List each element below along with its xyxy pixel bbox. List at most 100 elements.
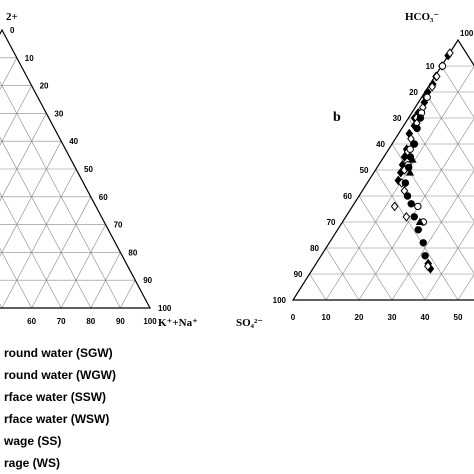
data-point-circle-filled (407, 200, 415, 208)
grid-line-diagonal (0, 113, 47, 202)
bottom-tick-label: 30 (388, 313, 397, 322)
anion-triangle-frame (291, 38, 474, 301)
grid-line-diagonal (457, 274, 474, 301)
anion-ternary-panel: 10 20 30 40 50 60 70 80 90 100 100 0 10 20 30 40 50 b HC… (236, 11, 474, 329)
bottom-tick-label: 20 (355, 313, 364, 322)
data-point-circle-filled (416, 114, 425, 122)
left-edge-tick-label: 40 (376, 140, 385, 149)
grid-line-diagonal (0, 192, 62, 309)
left-edge-tick-label: 70 (327, 218, 336, 227)
bottom-tick-label: 60 (27, 317, 36, 326)
data-point-circle-open (406, 145, 414, 153)
data-point-circle-filled (404, 163, 413, 172)
panel-label-b: b (333, 110, 341, 125)
data-point-circle-filled (421, 252, 429, 260)
anion-bottom-left-label: SO₄²⁻ (236, 317, 263, 329)
data-point-circle-open (423, 93, 431, 101)
data-point-circle-filled (401, 179, 410, 187)
right-edge-tick-label: 80 (128, 248, 137, 257)
data-point-diamond-open (424, 261, 432, 272)
left-edge-tick-label: 80 (310, 244, 319, 253)
cation-grid (0, 57, 136, 309)
bottom-tick-label: 50 (454, 313, 463, 322)
legend: round water (SGW) round water (WGW) rfac… (3, 346, 116, 470)
data-point-circle-filled (403, 192, 412, 200)
grid-line-diagonal (424, 91, 474, 170)
grid-line-diagonal (0, 85, 32, 146)
top-tick-label: 100 (460, 29, 474, 38)
grid-line-diagonal (441, 65, 474, 118)
data-point-diamond-open (390, 201, 399, 212)
data-point-circle-filled (413, 124, 421, 133)
legend-item-0-label: round water (SGW) (4, 346, 113, 360)
right-edge-tick-label: 70 (114, 221, 123, 230)
anion-tick-labels: 10 20 30 40 50 60 70 80 90 100 100 0 10 20 30 40 50 (273, 29, 474, 322)
data-point-circle-filled (414, 226, 422, 234)
bottom-tick-label: 90 (116, 317, 125, 326)
grid-line-diagonal (60, 224, 106, 309)
legend-item-1-label: round water (WGW) (4, 368, 116, 382)
cation-tick-labels: 0 10 20 30 40 50 60 70 80 90 100 60 70 80 90 100 (10, 26, 172, 326)
grid-line-diagonal (0, 57, 18, 90)
data-point-circle-open (438, 62, 447, 70)
grid-line-diagonal (342, 221, 393, 301)
left-edge-tick-label: 20 (409, 88, 418, 97)
bottom-tick-label: 0 (291, 313, 296, 322)
data-point-circle-filled (410, 140, 418, 148)
bottom-tick-label: 80 (86, 317, 95, 326)
cation-top-vertex-label: 2+ (6, 11, 18, 23)
data-point-triangle-filled (405, 168, 415, 176)
grid-line-diagonal (0, 81, 121, 309)
left-edge-tick-label: 30 (393, 114, 402, 123)
data-point-diamond-open (446, 48, 454, 58)
right-edge-tick-label: 10 (25, 54, 34, 63)
data-point-diamond-open (428, 81, 437, 92)
legend-item-4-label: wage (SS) (3, 434, 61, 448)
triangle-outline (291, 38, 474, 301)
data-point-circle-filled (410, 213, 418, 221)
legend-item-5-label: rage (WS) (4, 456, 60, 470)
grid-line-diagonal (309, 273, 327, 301)
bottom-tick-label: 10 (322, 313, 331, 322)
anion-data-points (390, 48, 454, 274)
grid-line-diagonal (31, 196, 92, 309)
data-point-triangle-filled (408, 155, 417, 163)
right-edge-tick-label: 60 (99, 193, 108, 202)
bottom-tick-label: 70 (57, 317, 66, 326)
grid-line-diagonal (391, 170, 474, 301)
left-edge-tick-label: 50 (360, 166, 369, 175)
right-edge-tick-label: 100 (158, 304, 172, 313)
left-edge-tick-label: 60 (343, 192, 352, 201)
left-edge-tick-label: 90 (294, 270, 303, 279)
cation-triangle-frame (0, 28, 151, 309)
right-edge-tick-label: 40 (69, 137, 78, 146)
data-point-triangle-filled (415, 217, 424, 226)
grid-line-diagonal (375, 169, 459, 301)
grid-line-diagonal (1, 168, 77, 309)
data-point-circle-open (414, 202, 422, 211)
grid-line-diagonal (90, 252, 121, 309)
right-edge-tick-label: 30 (54, 109, 63, 118)
legend-item-3-label: rface water (WSW) (4, 412, 109, 426)
data-point-diamond-filled (400, 152, 409, 162)
grid-line-diagonal (358, 195, 426, 301)
right-edge-tick-label: 90 (143, 276, 152, 285)
grid-line-diagonal (325, 247, 360, 301)
anion-grid (309, 65, 474, 301)
triangle-outline (0, 28, 151, 309)
grid-line-diagonal (0, 303, 3, 309)
right-edge-tick-label: 20 (40, 82, 49, 91)
data-point-circle-filled (419, 239, 427, 247)
grid-line-diagonal (120, 280, 136, 309)
grid-line-diagonal (408, 117, 474, 222)
data-point-diamond-open (402, 211, 411, 222)
legend-item-2-label: rface water (SSW) (4, 390, 106, 404)
bottom-tick-label: 40 (421, 313, 430, 322)
data-point-diamond-open (432, 71, 441, 82)
left-edge-tick-label: 100 (273, 296, 287, 305)
right-edge-tick-label: 50 (84, 165, 93, 174)
cation-bottom-right-label: K⁺+Na⁺ (158, 317, 198, 329)
anion-top-vertex-label: HCO₃⁻ (405, 11, 439, 23)
bottom-tick-label: 100 (143, 317, 157, 326)
